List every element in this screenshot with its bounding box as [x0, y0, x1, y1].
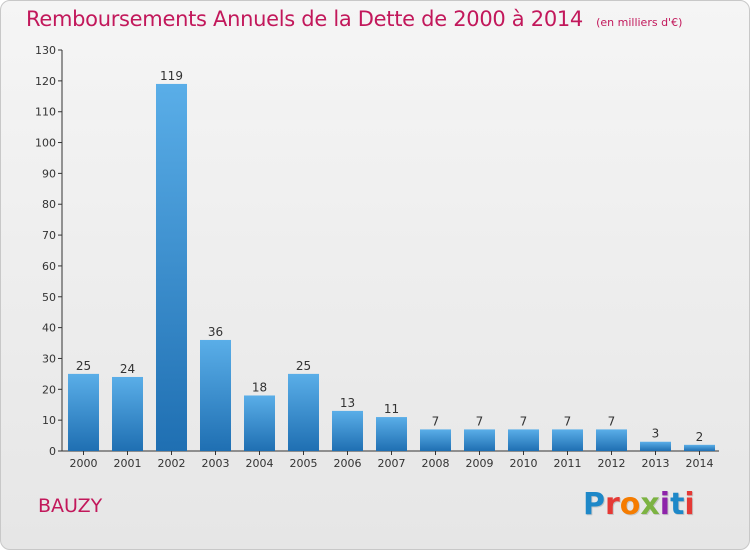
- bar-value-label: 18: [252, 380, 267, 394]
- proxiti-logo: Proxiti: [583, 487, 695, 522]
- bar-2001: [112, 376, 143, 451]
- bar-2000: [68, 373, 99, 451]
- bar-2009: [464, 429, 495, 451]
- x-tick-label: 2007: [378, 457, 406, 470]
- y-tick-label: 130: [35, 44, 56, 57]
- chart-title: Remboursements Annuels de la Dette de 20…: [26, 7, 583, 31]
- bar-2012: [596, 429, 627, 451]
- bar-2006: [332, 410, 363, 451]
- y-tick-label: 20: [42, 383, 56, 396]
- bar-2002: [156, 83, 187, 451]
- y-tick-label: 120: [35, 75, 56, 88]
- bar-value-label: 7: [476, 414, 484, 428]
- logo-letter: o: [619, 487, 641, 522]
- x-tick-label: 2014: [686, 457, 714, 470]
- logo-letter: x: [640, 487, 660, 522]
- bar-value-label: 11: [384, 402, 399, 416]
- x-tick-label: 2008: [422, 457, 450, 470]
- bar-value-label: 7: [608, 414, 616, 428]
- chart-bars: [68, 83, 715, 451]
- chart-title-row: Remboursements Annuels de la Dette de 20…: [26, 7, 682, 31]
- y-tick-label: 70: [42, 229, 56, 242]
- bar-2003: [200, 339, 231, 451]
- bar-2004: [244, 395, 275, 451]
- x-tick-label: 2004: [246, 457, 274, 470]
- bar-value-label: 119: [160, 69, 183, 83]
- y-tick-label: 10: [42, 414, 56, 427]
- chart-unit-label: (en milliers d'€): [596, 16, 683, 29]
- bar-value-label: 25: [296, 359, 311, 373]
- commune-name: BAUZY: [38, 495, 103, 517]
- y-tick-label: 80: [42, 198, 56, 211]
- x-tick-label: 2005: [290, 457, 318, 470]
- y-tick-label: 50: [42, 291, 56, 304]
- bar-value-label: 2: [696, 430, 704, 444]
- y-tick-label: 90: [42, 167, 56, 180]
- bar-value-label: 25: [76, 359, 91, 373]
- bar-2013: [640, 441, 671, 451]
- y-tick-label: 100: [35, 137, 56, 150]
- bar-value-label: 7: [520, 414, 528, 428]
- logo-letter: i: [659, 487, 671, 522]
- chart-axes: 0 10 20 30 40 50 60 70 80 90 100 110 120 130 2000 2001 2…: [35, 44, 719, 470]
- bar-2005: [288, 373, 319, 451]
- bar-value-label: 24: [120, 362, 135, 376]
- y-tick-label: 30: [42, 352, 56, 365]
- bar-2010: [508, 429, 539, 451]
- x-tick-label: 2001: [114, 457, 142, 470]
- x-tick-label: 2012: [598, 457, 626, 470]
- bar-value-label: 13: [340, 396, 355, 410]
- bar-2014: [684, 444, 715, 451]
- x-tick-label: 2003: [202, 457, 230, 470]
- y-tick-label: 60: [42, 260, 56, 273]
- bar-2008: [420, 429, 451, 451]
- logo-letter: i: [684, 487, 695, 522]
- x-tick-label: 2010: [510, 457, 538, 470]
- x-tick-label: 2006: [334, 457, 362, 470]
- x-tick-label: 2013: [642, 457, 670, 470]
- logo-letter: P: [583, 487, 605, 522]
- bar-2011: [552, 429, 583, 451]
- y-tick-label: 110: [35, 106, 56, 119]
- x-tick-label: 2002: [158, 457, 186, 470]
- bar-value-label: 7: [432, 414, 440, 428]
- x-tick-label: 2011: [554, 457, 582, 470]
- logo-letter: t: [670, 487, 685, 522]
- x-tick-label: 2000: [70, 457, 98, 470]
- y-tick-label: 40: [42, 322, 56, 335]
- bar-2007: [376, 417, 407, 451]
- y-tick-label: 0: [49, 445, 56, 458]
- bar-value-label: 3: [652, 427, 660, 441]
- bar-value-label: 7: [564, 414, 572, 428]
- chart-data-labels: 25 24 119 36 18 25 13 11 7 7 7 7 7 3 2: [76, 69, 703, 444]
- x-tick-label: 2009: [466, 457, 494, 470]
- bar-value-label: 36: [208, 325, 223, 339]
- logo-letter: r: [605, 487, 620, 522]
